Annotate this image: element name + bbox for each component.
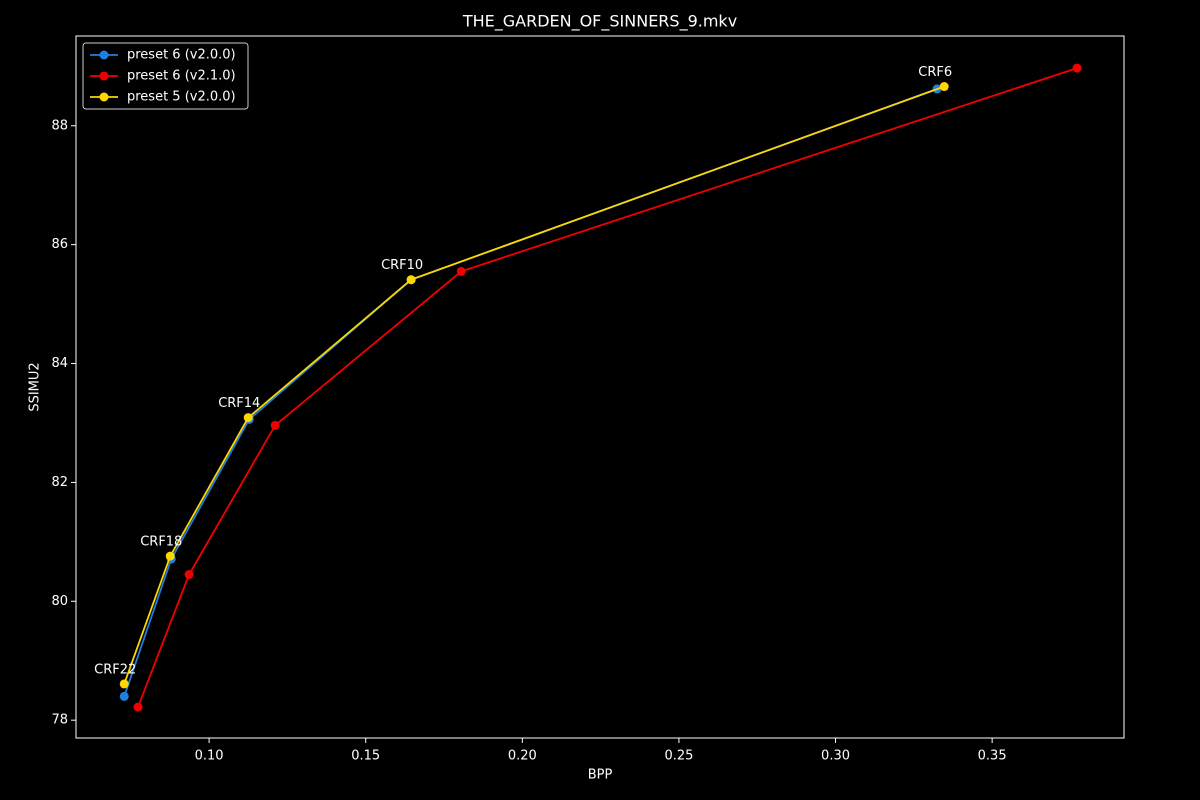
data-point [243,413,253,423]
x-tick-label: 0.10 [195,749,224,764]
data-point [456,266,466,276]
x-tick-label: 0.15 [351,749,380,764]
x-tick-label: 0.30 [821,749,850,764]
y-tick-label: 84 [51,356,68,371]
legend-label: preset 6 (v2.0.0) [127,48,236,63]
data-point [939,82,949,92]
point-annotation: CRF6 [918,65,952,80]
x-tick-label: 0.20 [508,749,537,764]
legend-label: preset 6 (v2.1.0) [127,69,236,84]
data-point [406,275,416,285]
legend-marker [99,92,109,102]
point-annotation: CRF14 [218,396,260,411]
y-axis-label: SSIMU2 [28,362,43,411]
x-axis-label: BPP [588,768,613,783]
data-point [270,420,280,430]
data-point [119,679,129,689]
legend-marker [99,71,109,81]
x-tick-label: 0.25 [664,749,693,764]
legend-marker [99,50,109,60]
legend: preset 6 (v2.0.0) preset 6 (v2.1.0) preset… [82,42,249,110]
point-annotation: CRF10 [381,258,423,273]
y-tick-label: 80 [51,594,68,609]
y-tick-label: 88 [51,118,68,133]
y-tick-label: 82 [51,475,68,490]
point-annotation: CRF22 [94,662,136,677]
legend-label: preset 5 (v2.0.0) [127,90,236,105]
data-point [165,551,175,561]
data-point [133,702,143,712]
data-point [1072,63,1082,73]
point-annotation: CRF18 [140,535,182,550]
plot-frame [75,35,1125,739]
chart-title: THE_GARDEN_OF_SINNERS_9.mkv [462,12,737,32]
y-tick-label: 78 [51,713,68,728]
x-tick-label: 0.35 [978,749,1007,764]
y-tick-label: 86 [51,237,68,252]
legend-box [82,42,249,110]
data-point [184,570,194,580]
data-point [119,691,129,701]
